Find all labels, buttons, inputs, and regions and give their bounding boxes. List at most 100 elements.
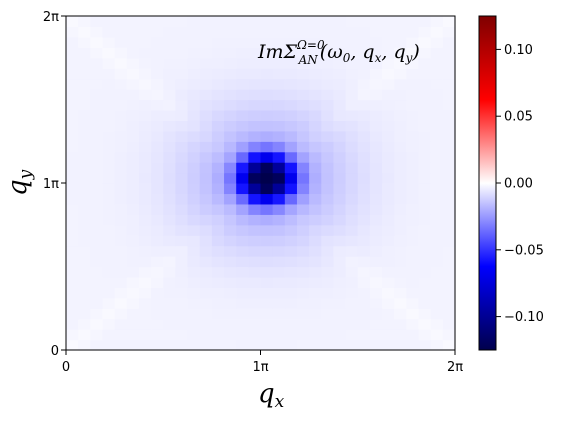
heatmap-cell	[382, 120, 395, 132]
heatmap-cell	[199, 266, 213, 278]
heatmap-cell	[430, 329, 444, 341]
heatmap-cell	[272, 120, 286, 132]
heatmap-cell	[187, 68, 201, 80]
heatmap-cell	[333, 172, 347, 184]
heatmap-cell	[406, 193, 420, 205]
heatmap-cell	[418, 245, 432, 257]
heatmap-cell	[199, 78, 213, 90]
heatmap-cell	[430, 78, 444, 90]
heatmap-cell	[406, 120, 420, 132]
heatmap-cell	[430, 266, 444, 278]
heatmap-cell	[357, 235, 371, 247]
heatmap-cell	[260, 120, 274, 132]
heatmap-cell	[211, 120, 225, 132]
heatmap-cell	[296, 78, 310, 90]
heatmap-cell	[406, 235, 420, 247]
heatmap-cell	[248, 214, 262, 226]
heatmap-cell	[272, 172, 286, 184]
heatmap-cell	[138, 329, 152, 341]
heatmap-cell	[272, 214, 286, 226]
heatmap-cell	[394, 183, 407, 195]
heatmap-cell	[272, 224, 286, 236]
heatmap-cell	[236, 214, 249, 226]
heatmap-cell	[272, 26, 286, 38]
heatmap-cell	[163, 214, 177, 226]
heatmap-cell	[333, 297, 347, 309]
heatmap-cell	[406, 78, 420, 90]
heatmap-cell	[187, 276, 201, 288]
heatmap-cell	[382, 193, 395, 205]
heatmap-cell	[211, 318, 225, 330]
heatmap-cell	[66, 172, 79, 184]
y-tick-label: 0	[51, 344, 59, 359]
heatmap-cell	[211, 329, 225, 341]
heatmap-cell	[296, 172, 310, 184]
heatmap-cell	[284, 162, 298, 174]
heatmap-cell	[260, 245, 274, 257]
heatmap-cell	[394, 318, 407, 330]
heatmap-cell	[126, 16, 140, 28]
heatmap-cell	[442, 266, 456, 278]
heatmap-cell	[163, 193, 177, 205]
heatmap-cell	[78, 78, 91, 90]
heatmap-cell	[78, 16, 91, 28]
heatmap-cell	[382, 151, 395, 163]
heatmap-cell	[236, 339, 249, 351]
heatmap-cell	[309, 120, 322, 132]
heatmap-cell	[309, 266, 322, 278]
heatmap-cell	[345, 36, 359, 48]
heatmap-cell	[248, 120, 262, 132]
heatmap-cell	[284, 89, 298, 101]
heatmap-cell	[211, 276, 225, 288]
heatmap-cell	[442, 141, 456, 153]
heatmap-cell	[66, 99, 79, 111]
heatmap-cell	[369, 120, 383, 132]
heatmap-cell	[114, 130, 128, 142]
heatmap-cell	[138, 57, 152, 69]
heatmap-cell	[333, 89, 347, 101]
heatmap-cell	[333, 130, 347, 142]
heatmap-cell	[163, 151, 177, 163]
heatmap-cell	[151, 36, 164, 48]
heatmap-cell	[321, 47, 335, 59]
heatmap-cell	[369, 130, 383, 142]
heatmap-cell	[442, 329, 456, 341]
heatmap-cell	[78, 47, 91, 59]
x-axis-label: qx	[258, 379, 285, 412]
heatmap-cell	[163, 109, 177, 121]
heatmap-cell	[236, 183, 249, 195]
heatmap-cell	[272, 78, 286, 90]
heatmap-cell	[309, 318, 322, 330]
heatmap-cell	[90, 287, 104, 299]
heatmap-cell	[211, 308, 225, 320]
heatmap-cell	[369, 318, 383, 330]
heatmap-cell	[114, 193, 128, 205]
heatmap-cell	[284, 224, 298, 236]
heatmap-cell	[211, 172, 225, 184]
heatmap-cell	[199, 141, 213, 153]
heatmap-cells	[66, 16, 456, 351]
heatmap-cell	[78, 26, 91, 38]
heatmap-cell	[296, 318, 310, 330]
heatmap-cell	[382, 276, 395, 288]
heatmap-cell	[406, 245, 420, 257]
heatmap-cell	[102, 36, 116, 48]
heatmap-cell	[309, 57, 322, 69]
heatmap-cell	[66, 78, 79, 90]
heatmap-cell	[369, 287, 383, 299]
heatmap-cell	[199, 130, 213, 142]
heatmap-cell	[272, 130, 286, 142]
heatmap-cell	[66, 224, 79, 236]
heatmap-cell	[260, 68, 274, 80]
heatmap-cell	[260, 276, 274, 288]
heatmap-cell	[236, 224, 249, 236]
heatmap-cell	[90, 235, 104, 247]
heatmap-cell	[236, 89, 249, 101]
heatmap-cell	[296, 276, 310, 288]
heatmap-cell	[151, 287, 164, 299]
heatmap-cell	[90, 78, 104, 90]
heatmap-cell	[260, 151, 274, 163]
heatmap-cell	[78, 256, 91, 268]
heatmap-cell	[224, 120, 237, 132]
heatmap-cell	[369, 151, 383, 163]
